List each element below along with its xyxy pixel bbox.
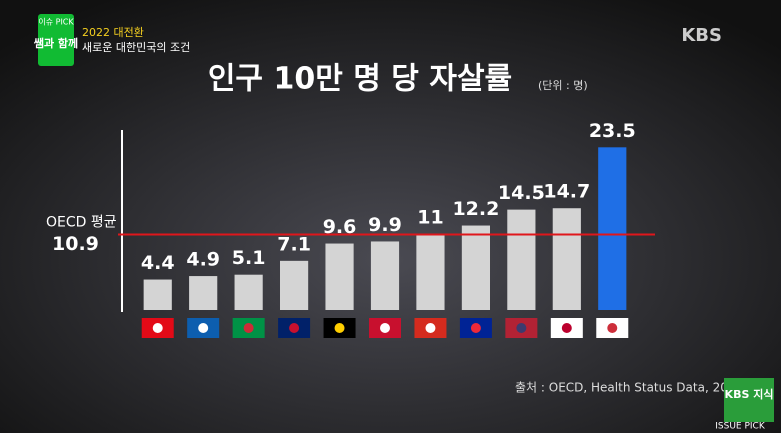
value-label: 14.7: [543, 181, 590, 203]
value-label: 4.9: [186, 249, 220, 271]
chart-subtitle: (단위 : 명): [538, 79, 588, 92]
bar: [598, 147, 627, 310]
chart-title: 인구 10만 명 당 자살률: [208, 62, 512, 97]
flag-emblem: [198, 323, 209, 333]
value-label: 12.2: [452, 198, 499, 220]
corner-caption: ISSUE PICK: [715, 422, 766, 432]
bar: [325, 243, 354, 310]
value-label: 7.1: [277, 233, 311, 255]
bar: [143, 279, 172, 310]
flag-emblem: [470, 323, 481, 333]
flag-emblem: [243, 323, 254, 333]
show-name: 쌤과 함께: [34, 36, 78, 50]
flag-emblem: [561, 323, 572, 333]
bar: [189, 276, 218, 310]
value-label: 5.1: [232, 247, 266, 269]
source: 출처 : OECD, Health Status Data, 2021: [515, 381, 743, 395]
bar: [280, 260, 309, 310]
corner-logo-box: [724, 378, 774, 422]
bar: [461, 225, 490, 310]
bar: [234, 274, 263, 310]
flags: [141, 318, 629, 338]
value-label: 9.6: [323, 216, 357, 238]
value-label: 9.9: [368, 214, 402, 236]
value-label: 23.5: [589, 120, 636, 142]
flag-emblem: [425, 323, 436, 333]
value-label: 14.5: [498, 182, 545, 204]
corner-logo: KBS 지식: [725, 387, 774, 401]
bar: [416, 233, 445, 310]
reference-value: 10.9: [52, 233, 99, 255]
show-logo-box: [38, 14, 74, 66]
value-label: 11: [417, 206, 443, 228]
bar: [370, 241, 400, 310]
flag-emblem: [607, 323, 618, 333]
flag-emblem: [334, 323, 345, 333]
value-label: 4.4: [141, 252, 175, 274]
episode-title: 새로운 대한민국의 조건: [82, 41, 190, 54]
bar: [552, 208, 581, 310]
show-badge: 이슈 PICK: [38, 17, 74, 27]
flag-emblem: [380, 323, 390, 333]
reference-label: OECD 평균: [46, 215, 117, 231]
flag-emblem: [516, 323, 527, 333]
episode: 2022 대전환: [82, 26, 144, 39]
bar: [507, 209, 536, 310]
flag-emblem: [152, 323, 163, 333]
flag-emblem: [289, 323, 300, 333]
channel-logo: KBS: [681, 25, 722, 46]
